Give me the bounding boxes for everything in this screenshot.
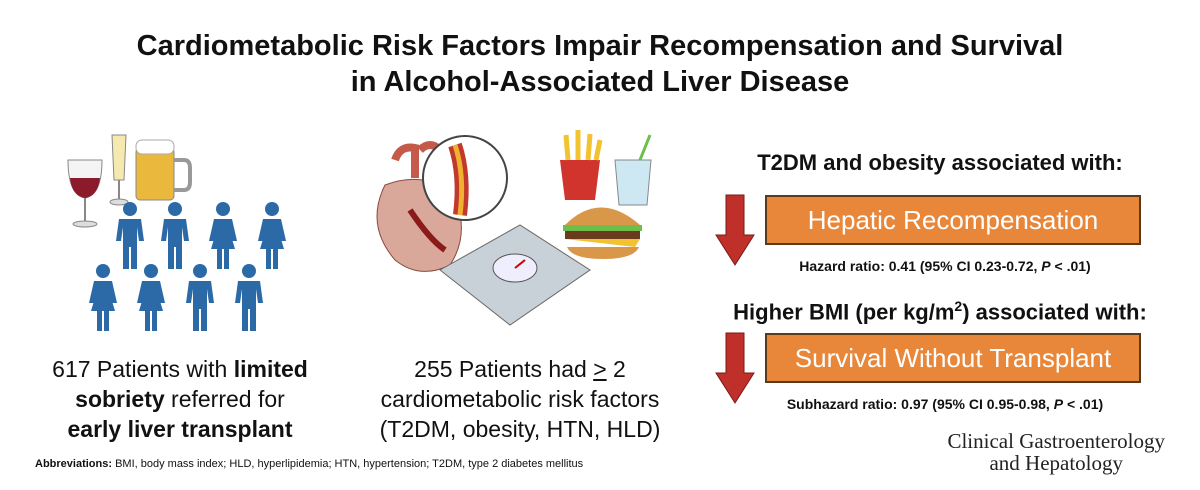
caption-line: early liver transplant: [67, 416, 293, 442]
scale-icon: [439, 224, 591, 326]
decrease-arrow: [715, 194, 755, 266]
text: referred for: [164, 386, 285, 412]
title-line: Cardiometabolic Risk Factors Impair Reco…: [136, 30, 1064, 62]
left-caption: 617 Patients with limited sobriety refer…: [20, 354, 340, 444]
decrease-arrow: [715, 332, 755, 404]
heart-icon: [376, 135, 508, 272]
finding-heading: T2DM and obesity associated with:: [757, 150, 1123, 175]
bold-text: Abbreviations:: [35, 458, 113, 470]
caption-line: sobriety referred for: [20, 384, 340, 414]
outcome-box: Hepatic Recompensation: [765, 195, 1141, 245]
finding-stat: Hazard ratio: 0.41 (95% CI 0.23-0.72, P …: [720, 258, 1170, 274]
journal-line: and Hepatology: [989, 451, 1123, 475]
drinks-icon: [67, 134, 192, 228]
outcome-box: Survival Without Transplant: [765, 333, 1141, 383]
text: ) associated with:: [962, 299, 1147, 325]
fastfood-icon: [560, 130, 652, 259]
superscript: 2: [954, 298, 963, 314]
caption-line: 617 Patients with limited: [20, 354, 340, 384]
text: Higher BMI (per kg/m: [733, 299, 955, 325]
abbreviations: Abbreviations: BMI, body mass index; HLD…: [35, 458, 583, 470]
text: Subhazard ratio: 0.97 (95% CI 0.95-0.98,: [786, 396, 1054, 412]
text: 2: [606, 356, 626, 382]
text: Hazard ratio: 0.41 (95% CI 0.23-0.72,: [799, 258, 1042, 274]
middle-caption: 255 Patients had > 2 cardiometabolic ris…: [350, 354, 690, 444]
underlined-symbol: >: [593, 356, 607, 382]
text: < .01): [1063, 396, 1104, 412]
italic-text: P: [1053, 396, 1064, 412]
text: < .01): [1050, 258, 1091, 274]
caption-line: 255 Patients had > 2: [350, 354, 690, 384]
text: 617 Patients with: [52, 356, 234, 382]
bold-text: limited: [233, 356, 308, 382]
caption-line: cardiometabolic risk factors: [380, 386, 660, 412]
journal-line: Clinical Gastroenterology: [947, 429, 1165, 453]
italic-text: P: [1041, 258, 1051, 274]
finding-heading: Higher BMI (per kg/m2) associated with:: [690, 298, 1190, 325]
title-line: in Alcohol-Associated Liver Disease: [350, 66, 850, 98]
patients-icon: [89, 202, 286, 331]
finding-stat: Subhazard ratio: 0.97 (95% CI 0.95-0.98,…: [720, 396, 1170, 412]
text: BMI, body mass index; HLD, hyperlipidemi…: [112, 458, 584, 470]
journal-name: Clinical Gastroenterology and Hepatology: [947, 430, 1165, 474]
caption-line: (T2DM, obesity, HTN, HLD): [379, 416, 661, 442]
text: 255 Patients had: [414, 356, 594, 382]
bold-text: sobriety: [75, 386, 165, 412]
